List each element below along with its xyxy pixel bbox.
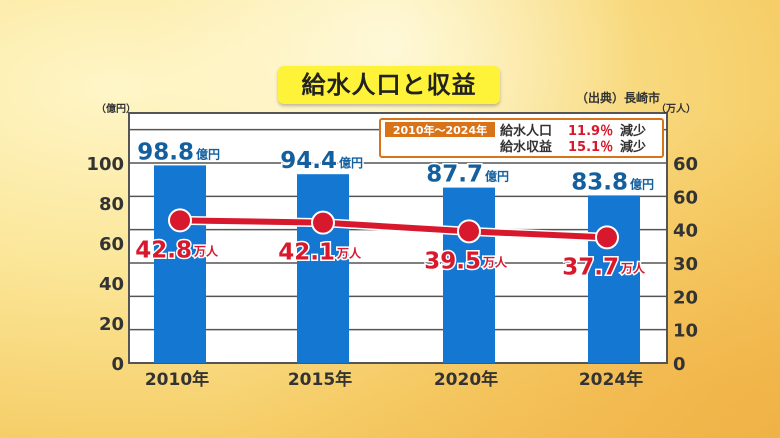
x-tick-label: 2020年 xyxy=(434,369,498,390)
source-label: （出典）長崎市 xyxy=(576,90,660,105)
left-tick-label: 0 xyxy=(111,354,124,375)
line-unit-label: 万人 xyxy=(336,246,362,261)
bar-data-label: 98.8 xyxy=(137,139,194,165)
bar xyxy=(588,195,640,363)
left-tick-label: 100 xyxy=(86,154,124,175)
annotation-row-label: 給水収益 xyxy=(500,139,552,155)
annotation-row-suffix: 減少 xyxy=(620,123,646,139)
line-point xyxy=(457,219,481,244)
bar-unit-label: 億円 xyxy=(339,155,363,170)
right-tick-label: 0 xyxy=(673,354,686,375)
right-tick-label: 40 xyxy=(673,221,698,242)
right-tick-label: 30 xyxy=(673,254,698,275)
left-tick-label: 80 xyxy=(99,194,124,215)
bar-data-label: 83.8 xyxy=(571,169,628,195)
line-unit-label: 万人 xyxy=(193,243,219,258)
annotation-row-label: 給水人口 xyxy=(500,123,552,139)
annotation-row-value: 15.1％ xyxy=(568,140,613,155)
period-label: 2010年～2024年 xyxy=(393,123,487,137)
series-line xyxy=(179,217,608,241)
line-point xyxy=(595,225,619,250)
bar-unit-label: 億円 xyxy=(196,146,220,161)
right-tick-label: 60 xyxy=(673,187,698,208)
right-tick-label: 10 xyxy=(673,321,698,342)
right-axis-label: （万人） xyxy=(656,102,696,115)
x-tick-label: 2010年 xyxy=(145,369,209,390)
bar-data-label: 87.7 xyxy=(426,162,483,188)
bar xyxy=(297,174,349,363)
annotation-row-suffix: 減少 xyxy=(620,139,646,155)
bar-data-label: 94.4 xyxy=(280,148,337,174)
line-unit-label: 万人 xyxy=(482,254,508,269)
chart-title: 給水人口と収益 xyxy=(278,66,500,104)
right-tick-label: 60 xyxy=(673,154,698,175)
line-point xyxy=(311,210,335,235)
line-unit-label: 万人 xyxy=(620,260,646,275)
line-data-label: 37.7 xyxy=(562,254,619,280)
left-tick-label: 40 xyxy=(99,274,124,295)
line-point xyxy=(168,208,192,233)
line-data-label: 39.5 xyxy=(424,248,481,274)
left-tick-label: 60 xyxy=(99,234,124,255)
left-axis-label: （億円） xyxy=(96,102,136,115)
bar xyxy=(154,165,206,363)
bar-unit-label: 億円 xyxy=(485,169,509,184)
right-tick-label: 20 xyxy=(673,287,698,308)
x-tick-label: 2024年 xyxy=(579,369,643,390)
line-data-label: 42.8 xyxy=(135,237,192,263)
line-data-label: 42.1 xyxy=(278,240,335,266)
bar-unit-label: 億円 xyxy=(630,176,654,191)
left-tick-label: 20 xyxy=(99,314,124,335)
annotation-row-value: 11.9％ xyxy=(568,124,613,139)
bar xyxy=(443,187,495,363)
x-tick-label: 2015年 xyxy=(288,369,352,390)
period-badge xyxy=(385,122,495,137)
